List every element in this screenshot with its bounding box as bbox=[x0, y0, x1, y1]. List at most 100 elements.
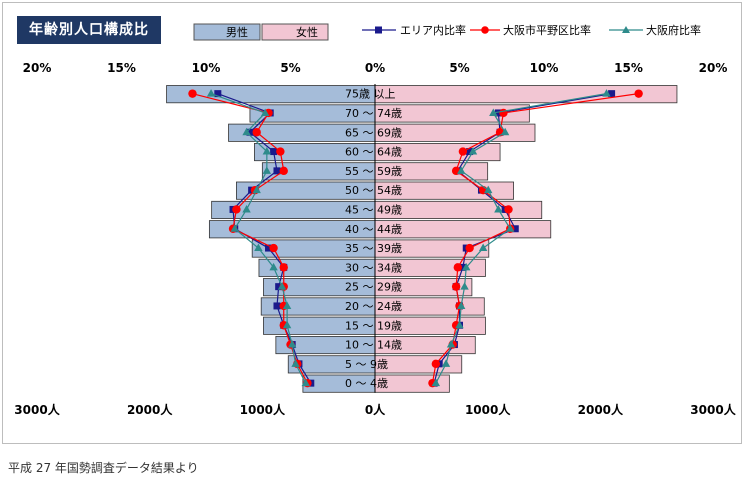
bottom-tick-label: 1000人 bbox=[240, 402, 286, 417]
pref-ratio-male-point bbox=[277, 282, 287, 290]
pref-ratio-male-point bbox=[282, 320, 292, 329]
pref-ratio-female-point bbox=[484, 185, 493, 194]
area-ratio-female-point bbox=[511, 225, 519, 233]
pref-ratio-female-point bbox=[446, 340, 456, 348]
area-ratio-male-point bbox=[214, 90, 222, 98]
bottom-axis-people: 3000人 2000人 1000人 0人 1000人 2000人 3000人 bbox=[14, 402, 736, 417]
age-category-label: 25 ～ 29歳 bbox=[345, 281, 402, 294]
pref-ratio-female-point bbox=[456, 166, 466, 174]
bottom-tick-label: 2000人 bbox=[127, 402, 173, 417]
age-category-label: 5 ～ 9歳 bbox=[345, 358, 388, 371]
city-ratio-female-point bbox=[458, 147, 468, 156]
age-category-label: 60 ～ 64歳 bbox=[345, 146, 402, 159]
pref-ratio-male-point bbox=[242, 127, 251, 136]
age-category-label: 55 ～ 59歳 bbox=[345, 165, 402, 178]
city-ratio-male-point bbox=[188, 89, 197, 98]
pref-ratio-male-point bbox=[260, 108, 270, 116]
population-pyramid-chart: 男性 女性 エリア内比率 大阪市平野区比率 大阪府比率 20% 15% 10% 5% 0… bbox=[14, 23, 736, 417]
top-tick-label: 5% bbox=[280, 61, 300, 75]
city-ratio-male-line bbox=[192, 93, 308, 384]
city-ratio-female-point bbox=[465, 243, 474, 253]
legend-female-swatch bbox=[261, 23, 329, 41]
city-ratio-female-point bbox=[499, 108, 508, 118]
legend: 男性 女性 エリア内比率 大阪市平野区比率 大阪府比率 bbox=[193, 23, 701, 41]
area-ratio-male-point bbox=[273, 167, 281, 175]
city-ratio-female-point bbox=[431, 359, 441, 369]
pref-ratio-female-point bbox=[468, 147, 478, 155]
pref-ratio-female-point bbox=[431, 378, 441, 387]
city-ratio-female-point bbox=[634, 89, 643, 98]
pref-ratio-male-line bbox=[210, 93, 307, 384]
pref-ratio-male-point bbox=[282, 301, 292, 309]
city-ratio-female-line bbox=[431, 93, 639, 384]
pref-ratio-female-point bbox=[494, 204, 503, 213]
male-bar bbox=[166, 85, 376, 104]
area-ratio-male-point bbox=[246, 128, 254, 136]
city-ratio-male-point bbox=[232, 205, 241, 214]
pref-ratio-female-point bbox=[506, 224, 515, 232]
age-category-label: 45 ～ 49歳 bbox=[345, 203, 402, 216]
top-axis-percent: 20% 15% 10% 5% 0% 5% 10% 15% 20% bbox=[23, 61, 728, 75]
top-tick-label: 20% bbox=[23, 61, 52, 75]
age-category-label: 30 ～ 34歳 bbox=[345, 261, 402, 274]
top-tick-label: 15% bbox=[614, 61, 643, 75]
city-ratio-male-point bbox=[252, 128, 261, 137]
age-category-label: 20 ～ 24歳 bbox=[345, 300, 402, 313]
age-category-label: 35 ～ 39歳 bbox=[345, 242, 402, 255]
bottom-tick-label: 1000人 bbox=[465, 402, 511, 417]
bars bbox=[166, 85, 678, 393]
age-category-label: 50 ～ 54歳 bbox=[345, 184, 402, 197]
legend-female-label: 女性 bbox=[296, 25, 318, 39]
pref-ratio-female-point bbox=[489, 108, 498, 116]
city-ratio-male-point bbox=[279, 263, 288, 272]
pref-ratio-male-point bbox=[269, 262, 278, 271]
legend-male-swatch bbox=[193, 23, 261, 41]
pref-ratio-female-point bbox=[455, 320, 464, 329]
pref-ratio-male-point bbox=[287, 340, 297, 348]
city-ratio-female-point bbox=[453, 263, 463, 272]
age-category-label: 70 ～ 74歳 bbox=[345, 107, 402, 120]
city-ratio-male-point bbox=[276, 147, 285, 156]
pref-ratio-female-point bbox=[441, 359, 451, 367]
pref-ratio-female-point bbox=[478, 243, 488, 252]
source-note: 平成 27 年国勢調査データ結果より bbox=[8, 461, 199, 475]
pref-ratio-male-point bbox=[301, 378, 310, 387]
pref-ratio-female-point bbox=[602, 89, 611, 97]
age-category-label: 15 ～ 19歳 bbox=[345, 319, 402, 332]
city-ratio-male-point bbox=[269, 243, 278, 253]
pref-ratio-male-point bbox=[291, 359, 300, 367]
pref-ratio-female-point bbox=[460, 282, 469, 290]
category-labels: 75歳 以上 70 ～ 74歳 65 ～ 69歳 60 ～ 64歳 55 ～ 59歳 50… bbox=[345, 88, 402, 390]
pref-ratio-male-point bbox=[262, 147, 272, 155]
area-ratio-female-point bbox=[494, 109, 502, 117]
area-ratio-female-point bbox=[466, 148, 474, 156]
bottom-tick-label: 0人 bbox=[365, 402, 386, 417]
legend-city-marker bbox=[481, 26, 489, 34]
pref-ratio-male-point bbox=[242, 204, 251, 213]
city-ratio-male-point bbox=[279, 166, 288, 176]
area-ratio-male-point bbox=[273, 302, 281, 310]
top-tick-label: 5% bbox=[449, 61, 469, 75]
area-ratio-male-point bbox=[265, 244, 273, 252]
area-ratio-female-point bbox=[608, 90, 616, 98]
pref-ratio-male-point bbox=[230, 224, 239, 232]
pref-ratio-female-point bbox=[456, 301, 466, 309]
city-ratio-female-point bbox=[504, 205, 513, 214]
bottom-tick-label: 3000人 bbox=[690, 402, 736, 417]
age-category-label: 40 ～ 44歳 bbox=[345, 223, 402, 236]
legend-area-label: エリア内比率 bbox=[400, 23, 466, 37]
pref-ratio-male-point bbox=[254, 243, 263, 252]
legend-city-label: 大阪市平野区比率 bbox=[503, 23, 591, 37]
legend-male-label: 男性 bbox=[226, 25, 248, 39]
area-ratio-female-point bbox=[459, 263, 467, 271]
pref-ratio-female-point bbox=[500, 127, 510, 136]
area-ratio-male-line bbox=[217, 93, 312, 384]
chart-title: 年齢別人口構成比 bbox=[17, 16, 161, 44]
ratio-series bbox=[188, 89, 643, 388]
legend-pref-label: 大阪府比率 bbox=[646, 23, 701, 37]
pref-ratio-female-line bbox=[435, 93, 607, 384]
age-category-label: 65 ～ 69歳 bbox=[345, 126, 402, 139]
legend-area-marker bbox=[375, 26, 382, 34]
age-category-label: 0 ～ 4歳 bbox=[345, 377, 388, 390]
pref-ratio-male-point bbox=[262, 166, 272, 174]
